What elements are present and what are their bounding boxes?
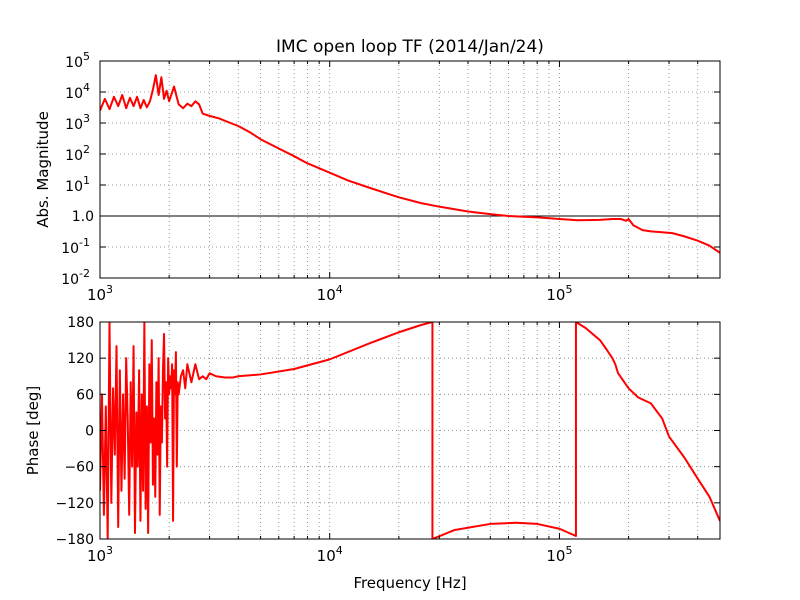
x-tick-label: 105 bbox=[546, 544, 572, 565]
y-tick-label: 103 bbox=[65, 112, 90, 133]
chart-panel-1: 103 104 105 10-2 10-1 1.0 101 102 103 104 105 IMC o… bbox=[34, 37, 721, 304]
y-axis-label: Abs. Magnitude bbox=[34, 111, 52, 228]
axes-frame bbox=[99, 60, 721, 279]
y-axis-label: Phase [deg] bbox=[24, 386, 42, 476]
x-tick-label: 103 bbox=[87, 544, 113, 565]
series-line-1 bbox=[100, 322, 720, 539]
y-tick-label: 120 bbox=[67, 351, 94, 367]
y-tick-label: 101 bbox=[65, 174, 90, 195]
y-tick-label: 10-1 bbox=[61, 236, 90, 257]
y-tick-label: 0 bbox=[85, 424, 94, 440]
y-tick-label: 104 bbox=[65, 81, 90, 102]
y-tick-label: −180 bbox=[56, 532, 94, 548]
y-tick-label: 60 bbox=[76, 387, 94, 403]
x-axis-label: Frequency [Hz] bbox=[353, 574, 466, 592]
y-tick-label: 105 bbox=[65, 50, 90, 71]
chart-panel-2: 103 104 105 −180 −120 −60 0 60 120 180 Frequency [… bbox=[24, 315, 721, 592]
x-tick-label: 105 bbox=[546, 283, 572, 304]
chart-title: IMC open loop TF (2014/Jan/24) bbox=[276, 37, 544, 57]
x-tick-label: 104 bbox=[317, 544, 343, 565]
y-tick-label: 1.0 bbox=[72, 209, 94, 225]
x-tick-label: 104 bbox=[317, 283, 343, 304]
y-tick-label: 10-2 bbox=[61, 267, 90, 288]
y-tick-label: −120 bbox=[56, 496, 94, 512]
y-tick-label: 180 bbox=[67, 315, 94, 331]
x-tick-label: 103 bbox=[87, 283, 113, 304]
grid bbox=[100, 61, 720, 278]
tick-marks bbox=[99, 321, 721, 540]
y-tick-label: 102 bbox=[65, 143, 90, 164]
tick-marks bbox=[99, 60, 721, 279]
grid bbox=[100, 322, 720, 539]
y-tick-label: −60 bbox=[64, 460, 94, 476]
series-line-1 bbox=[100, 74, 720, 254]
